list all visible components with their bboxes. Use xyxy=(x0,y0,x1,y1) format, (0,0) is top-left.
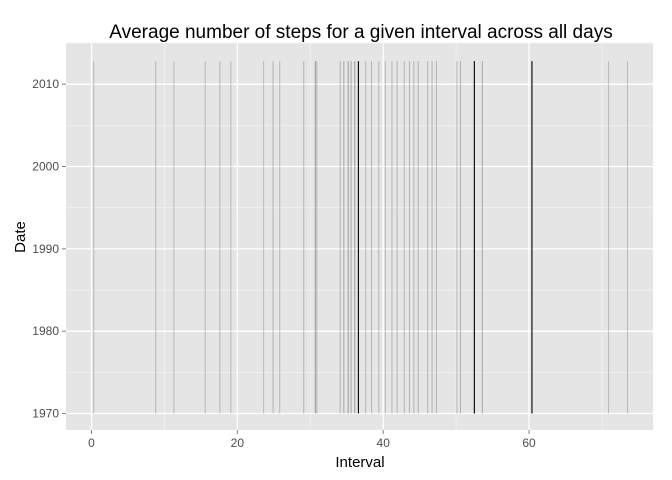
x-tick-label: 40 xyxy=(377,436,391,450)
y-tick-label: 1980 xyxy=(32,324,59,338)
plot-panel xyxy=(66,43,653,430)
y-axis-label: Date xyxy=(12,221,29,253)
y-tick-label: 1970 xyxy=(32,407,59,421)
bars xyxy=(93,61,629,414)
y-tick-label: 2000 xyxy=(32,160,59,174)
x-tick-label: 60 xyxy=(522,436,536,450)
grid-lines xyxy=(66,42,653,430)
y-tick-label: 2010 xyxy=(32,77,59,91)
chart-title: Average number of steps for a given inte… xyxy=(109,22,612,43)
x-axis-label: Interval xyxy=(335,454,384,471)
x-tick-label: 20 xyxy=(231,436,245,450)
x-tick-label: 0 xyxy=(88,436,95,450)
axis-ticks: 0 20 40 60 1970 1980 1990 2000 2010 xyxy=(32,77,536,450)
y-tick-label: 1990 xyxy=(32,242,59,256)
